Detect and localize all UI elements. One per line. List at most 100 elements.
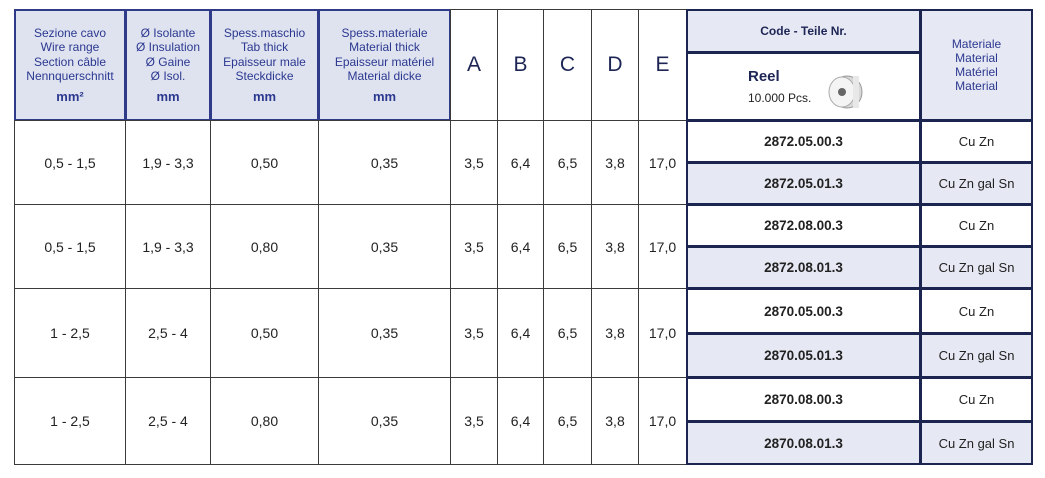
code-text: 2870.08.00.3: [764, 392, 843, 407]
header-text: Ø Isolante: [140, 25, 196, 40]
header-letter-text: A: [466, 53, 481, 76]
header-letter: E: [638, 9, 687, 121]
header-text: Spess.maschio: [223, 25, 306, 40]
cell-text: 0,80: [250, 413, 279, 429]
table-cell: 6,4: [497, 120, 544, 205]
table-cell: 0,80: [210, 377, 319, 465]
header-text: Material thick: [349, 40, 420, 55]
header-letter-text: D: [607, 53, 623, 76]
cell-text: 6,4: [510, 413, 531, 429]
table-cell: 17,0: [638, 377, 687, 465]
table-cell: 3,8: [591, 204, 639, 289]
cell-text: 1 - 2,5: [50, 325, 90, 341]
header-text: Ø Gaine: [145, 54, 191, 69]
cell-text: 3,5: [464, 238, 484, 255]
cell-text: 0,50: [250, 325, 279, 341]
table-cell: 2,5 - 4: [125, 377, 211, 465]
table-cell: 17,0: [638, 120, 687, 205]
table-cell: 0,35: [318, 377, 451, 465]
table-cell: 0,50: [210, 120, 319, 205]
cell-text: 6,4: [510, 238, 531, 255]
table-cell: 6,4: [497, 204, 544, 289]
reel-icon: [828, 75, 863, 109]
material-text: Cu Zn gal Sn: [938, 260, 1015, 275]
table-cell: 3,8: [591, 288, 639, 378]
code-text: 2872.05.00.3: [764, 134, 843, 149]
cell-text: 6,5: [557, 413, 578, 429]
cell-text: 1 - 2,5: [50, 413, 90, 429]
code-cell: 2870.08.01.3: [686, 421, 921, 465]
cell-text: 3,5: [464, 413, 484, 429]
cell-text: 0,35: [370, 238, 399, 255]
code-text: 2872.08.00.3: [764, 218, 843, 233]
cell-text: 0,35: [370, 413, 399, 429]
material-cell: Cu Zn: [920, 120, 1033, 163]
table-cell: 0,35: [318, 120, 451, 205]
cell-text: 17,0: [648, 154, 677, 171]
material-text: Cu Zn: [958, 134, 995, 149]
code-cell: 2872.05.00.3: [686, 120, 921, 163]
table-cell: 3,8: [591, 377, 639, 465]
cell-text: 3,5: [464, 325, 484, 341]
cell-text: 0,35: [370, 154, 399, 171]
header-cell: Ø Isolante Ø Insulation Ø Gaine Ø Isol. mm: [125, 9, 211, 121]
table-cell: 3,5: [450, 120, 498, 205]
table-cell: 3,5: [450, 377, 498, 465]
reel-quantity: 10.000 Pcs.: [748, 91, 812, 105]
cell-text: 6,5: [557, 238, 578, 255]
header-letter-text: B: [513, 53, 528, 76]
code-text: 2872.05.01.3: [764, 176, 843, 191]
table-cell: 6,4: [497, 377, 544, 465]
material-text: Cu Zn: [958, 303, 995, 319]
cell-text: 6,5: [557, 325, 578, 341]
header-text: Ø Insulation: [135, 40, 201, 55]
material-text: Cu Zn gal Sn: [938, 348, 1015, 363]
table-cell: 6,4: [497, 288, 544, 378]
cell-text: 6,4: [510, 325, 531, 341]
cell-text: 0,5 - 1,5: [44, 154, 96, 171]
material-text: Cu Zn: [958, 218, 995, 233]
cell-text: 6,5: [557, 154, 578, 171]
cell-text: 1,9 - 3,3: [142, 154, 194, 171]
cell-text: 0,5 - 1,5: [44, 238, 96, 255]
cell-text: 3,8: [605, 154, 625, 171]
cell-text: 1,9 - 3,3: [142, 238, 194, 255]
material-cell: Cu Zn gal Sn: [920, 333, 1033, 378]
header-cell: Spess.materiale Material thick Epaisseur m…: [318, 9, 451, 121]
table-cell: 6,5: [543, 120, 592, 205]
material-header-text: Matériel: [955, 65, 998, 79]
cell-text: 17,0: [648, 413, 677, 429]
table-cell: 6,5: [543, 288, 592, 378]
cell-text: 17,0: [648, 238, 677, 255]
table-cell: 3,8: [591, 120, 639, 205]
code-cell: 2872.05.01.3: [686, 162, 921, 205]
header-text: Tab thick: [240, 40, 289, 55]
code-text: 2870.05.01.3: [764, 348, 843, 363]
code-cell: 2872.08.01.3: [686, 246, 921, 289]
reel-label: Reel: [748, 68, 780, 85]
material-header-text: Material: [955, 79, 998, 93]
table-cell: 6,5: [543, 377, 592, 465]
header-text: Epaisseur matériel: [334, 54, 435, 69]
header-letter: C: [543, 9, 592, 121]
header-text: Sezione cavo: [33, 25, 107, 40]
material-text: Cu Zn gal Sn: [938, 176, 1015, 191]
table-cell: 0,35: [318, 288, 451, 378]
material-header-text: Material: [955, 51, 998, 65]
cell-text: 2,5 - 4: [148, 325, 188, 341]
header-letter: B: [497, 9, 544, 121]
material-text: Cu Zn gal Sn: [938, 435, 1015, 451]
header-text: mm: [156, 88, 180, 104]
code-text: 2870.05.00.3: [764, 303, 843, 319]
material-cell: Cu Zn: [920, 204, 1033, 247]
reel-cell: Reel 10.000 Pcs.: [686, 52, 921, 121]
code-header: Code - Teile Nr.: [686, 9, 921, 53]
cell-text: 0,80: [250, 238, 279, 255]
table-cell: 17,0: [638, 288, 687, 378]
table-cell: 0,35: [318, 204, 451, 289]
code-cell: 2872.08.00.3: [686, 204, 921, 247]
cell-text: 0,35: [370, 325, 399, 341]
material-cell: Cu Zn: [920, 377, 1033, 422]
material-cell: Cu Zn gal Sn: [920, 162, 1033, 205]
